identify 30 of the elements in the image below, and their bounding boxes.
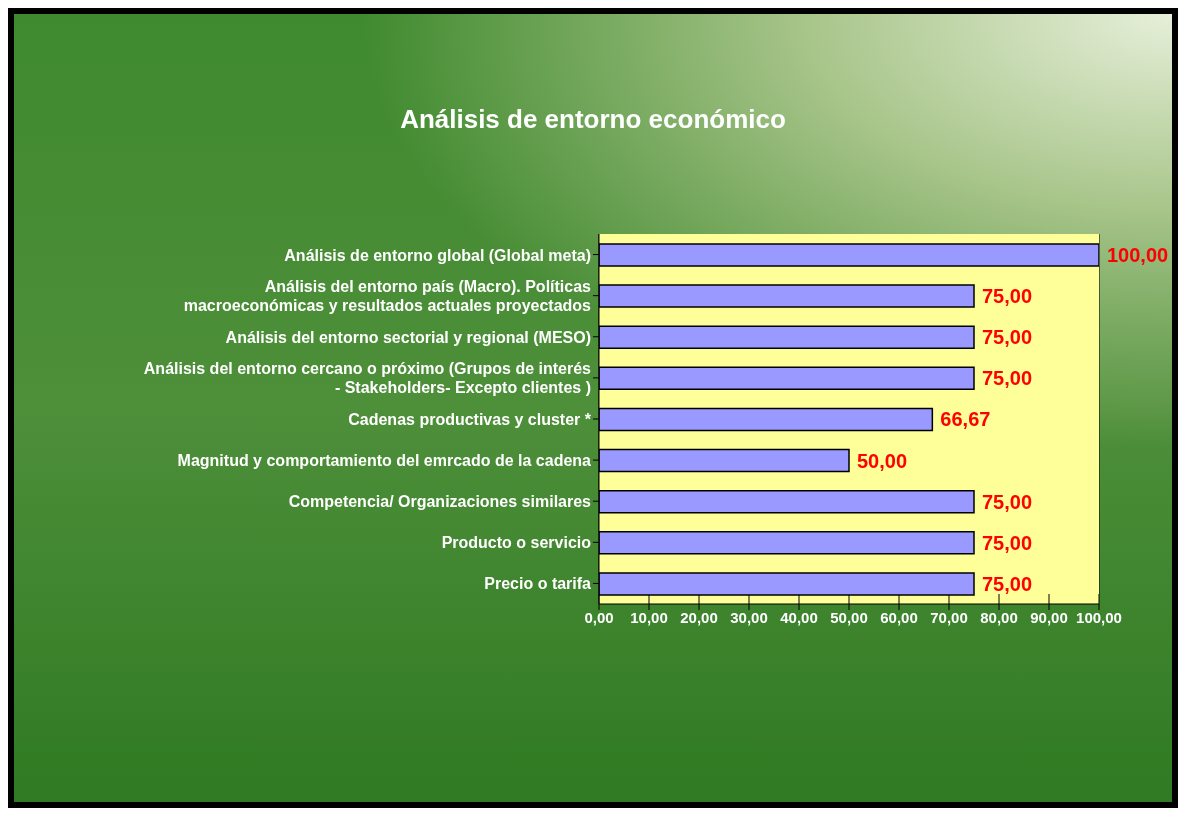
y-tick-label: Magnitud y comportamiento del emrcado de la cadena bbox=[177, 451, 592, 469]
chart-title: Análisis de entorno económico bbox=[399, 104, 787, 135]
y-tick-label: Precio o tarifa bbox=[484, 574, 592, 592]
x-tick-label: 30,00 bbox=[730, 608, 768, 626]
y-tick-label: Producto o servicio bbox=[441, 533, 592, 551]
data-label: 50,00 bbox=[857, 449, 908, 472]
x-tick-label: 40,00 bbox=[780, 608, 818, 626]
data-label: 75,00 bbox=[982, 326, 1033, 349]
data-label: 75,00 bbox=[982, 285, 1033, 308]
x-tick-label: 100,00 bbox=[1076, 608, 1122, 626]
x-tick-label: 80,00 bbox=[980, 608, 1018, 626]
y-tick-label: Análisis del entorno país (Macro). Políticas macroeconómicas y resultados actuales proyectados bbox=[183, 277, 592, 314]
y-tick-label: Competencia/ Organizaciones similares bbox=[288, 492, 592, 510]
x-tick-label: 70,00 bbox=[930, 608, 968, 626]
x-tick-label: 50,00 bbox=[830, 608, 868, 626]
data-label: 75,00 bbox=[982, 531, 1033, 554]
x-tick-label: 20,00 bbox=[680, 608, 718, 626]
data-label: 100,00 bbox=[1107, 244, 1169, 266]
y-tick-label: Cadenas productivas y cluster * bbox=[348, 410, 592, 428]
y-tick-label: Análisis del entorno cercano o próximo (Grupos de interés - Stakeholders- Excepto clientes ) bbox=[143, 359, 592, 396]
data-label: 75,00 bbox=[982, 490, 1033, 513]
x-tick-label: 10,00 bbox=[630, 608, 668, 626]
x-tick-label: 0,00 bbox=[584, 608, 614, 626]
data-label: 75,00 bbox=[982, 367, 1033, 390]
x-tick-label: 60,00 bbox=[880, 608, 918, 626]
data-label: 75,00 bbox=[982, 572, 1033, 595]
x-tick-label: 90,00 bbox=[1030, 608, 1068, 626]
y-tick-label: Análisis de entorno global (Global meta) bbox=[284, 246, 591, 264]
data-label: 66,67 bbox=[940, 408, 991, 431]
y-tick-label: Análisis del entorno sectorial y regional (MESO) bbox=[225, 328, 591, 346]
